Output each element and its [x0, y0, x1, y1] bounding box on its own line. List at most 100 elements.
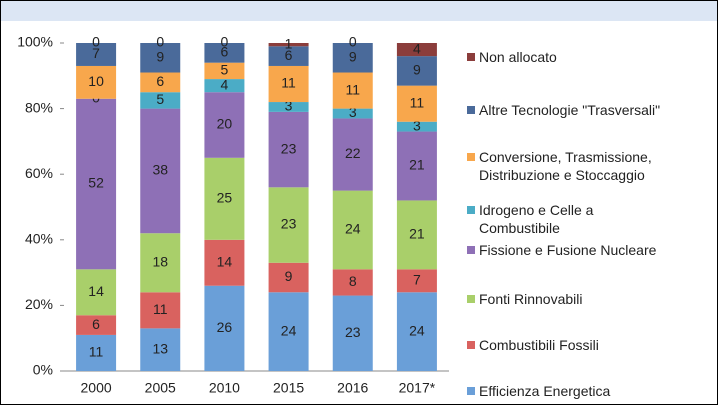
data-label: 20	[217, 116, 233, 132]
data-label: 21	[409, 226, 425, 242]
bar-segment	[140, 292, 181, 329]
bar-segment	[204, 92, 245, 158]
header-band	[1, 1, 717, 21]
data-label: 22	[345, 145, 361, 161]
data-label: 26	[217, 319, 233, 335]
bar-segment	[140, 43, 181, 73]
legend-label: Altre Tecnologie "Trasversali"	[479, 102, 661, 118]
data-label: 0	[349, 34, 357, 50]
data-label: 11	[89, 344, 104, 360]
data-label: 14	[88, 283, 104, 299]
y-tick-label: 80%	[25, 99, 53, 115]
legend-label: Fonti Rinnovabili	[479, 291, 583, 307]
bar-segment	[204, 285, 245, 371]
data-label: 24	[281, 322, 297, 338]
data-label: 6	[156, 73, 164, 89]
data-label: 0	[156, 34, 164, 50]
data-label: 25	[217, 190, 233, 206]
bar-segment	[332, 190, 373, 270]
legend-swatch	[467, 153, 475, 161]
data-label: 10	[88, 73, 104, 89]
bar-segment	[76, 269, 117, 316]
data-label: 5	[221, 62, 229, 78]
bar-segment	[332, 118, 373, 191]
data-label: 9	[413, 62, 421, 78]
data-label: 9	[156, 48, 164, 64]
bar-segment	[268, 43, 309, 47]
data-label: 21	[409, 157, 425, 173]
x-tick-label: 2015	[273, 380, 304, 396]
bar-segment	[332, 72, 373, 109]
bar-segment	[140, 108, 181, 234]
bar-segment	[268, 111, 309, 188]
y-tick-label: 20%	[25, 296, 53, 312]
bar-segment	[396, 200, 437, 270]
legend-label: Efficienza Energetica	[479, 383, 611, 399]
data-label: 23	[281, 216, 297, 232]
bar-segment	[396, 56, 437, 86]
data-label: 3	[285, 98, 293, 114]
bar-segment	[332, 43, 373, 73]
data-label: 6	[92, 316, 100, 332]
data-label: 6	[221, 44, 229, 60]
legend-label: Combustibili Fossili	[479, 337, 599, 353]
data-label: 5	[156, 91, 164, 107]
legend-swatch	[467, 106, 475, 114]
bar-segment	[140, 72, 181, 93]
bar-segment	[204, 157, 245, 240]
y-tick-label: 40%	[25, 231, 53, 247]
data-label: 11	[153, 301, 168, 317]
legend-label: Non allocato	[479, 49, 557, 65]
bar-segment	[76, 98, 117, 270]
y-tick-label: 60%	[25, 165, 53, 181]
bar-segment	[396, 292, 437, 371]
bar-segment	[204, 239, 245, 286]
data-label: 23	[281, 140, 297, 156]
data-label: 3	[349, 104, 357, 120]
data-label: 11	[281, 75, 296, 91]
bar-segment	[268, 262, 309, 293]
legend-label: Idrogeno e Celle a Combustibile	[479, 202, 594, 236]
bar-segment	[204, 43, 245, 63]
data-label: 11	[345, 81, 360, 97]
data-label: 52	[88, 175, 104, 191]
data-label: 11	[410, 94, 425, 110]
bar-segment	[396, 269, 437, 293]
bar-segment	[204, 62, 245, 80]
bar-segment	[268, 187, 309, 263]
legend-swatch	[467, 387, 475, 395]
bar-segment	[268, 65, 309, 103]
bar-segment	[140, 233, 181, 293]
data-label: 4	[221, 76, 229, 92]
bar-segment	[396, 121, 437, 132]
bar-segment	[76, 315, 117, 335]
y-tick-label: 0%	[33, 362, 53, 378]
data-label: 9	[349, 48, 357, 64]
legend-swatch	[467, 206, 475, 214]
bar-segment	[76, 43, 117, 66]
legend-swatch	[467, 246, 475, 254]
data-label: 1	[285, 35, 293, 51]
bar-segment	[140, 328, 181, 371]
data-label: 8	[349, 273, 357, 289]
legend-label: Conversione, Trasmissione, Distribuzione…	[479, 149, 652, 183]
bar-segment	[268, 292, 309, 371]
x-tick-label: 2017*	[399, 380, 436, 396]
data-label: 9	[285, 268, 293, 284]
data-label: 13	[152, 340, 168, 356]
bar-segment	[332, 108, 373, 119]
bar-segment	[140, 92, 181, 109]
bar-segment	[204, 79, 245, 93]
data-label: 4	[413, 40, 421, 56]
data-label: 24	[409, 322, 425, 338]
bar-segment	[76, 334, 117, 371]
x-tick-label: 2010	[209, 380, 240, 396]
data-label: 0	[92, 34, 100, 50]
y-tick-label: 100%	[17, 34, 53, 50]
bar-segment	[268, 102, 309, 112]
data-label: 23	[345, 324, 361, 340]
data-label: 18	[152, 253, 168, 269]
bar-segment	[396, 85, 437, 122]
